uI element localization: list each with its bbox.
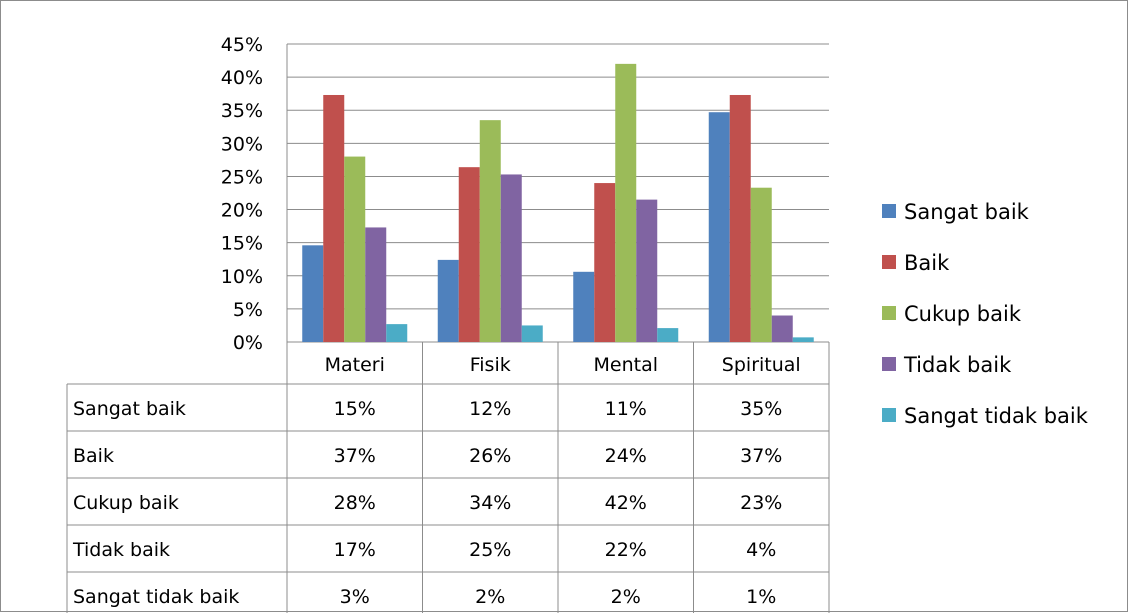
bar-tidak-baik-fisik [500, 174, 522, 342]
category-label-spiritual: Spiritual [722, 354, 801, 376]
table-row-label-baik: Baik [73, 445, 114, 467]
data-label: 3% [340, 586, 370, 608]
y-axis-ticks: 0% 5% 10% 15% 20% 25% 30% 35% 40% 45% [221, 34, 263, 354]
y-tick-label: 35% [221, 100, 263, 122]
bar-cukup-baik-materi [344, 156, 366, 342]
table-row-label-cukup-baik: Cukup baik [73, 492, 179, 514]
y-tick-label: 20% [221, 200, 263, 222]
legend-swatch-tidak-baik [882, 357, 896, 371]
bars [302, 63, 814, 343]
y-tick-label: 0% [233, 332, 263, 354]
bar-baik-fisik [458, 167, 480, 342]
bar-sangat-baik-mental [573, 271, 595, 342]
data-label: 37% [740, 445, 782, 467]
category-label-fisik: Fisik [470, 354, 511, 376]
data-label: 25% [469, 539, 511, 561]
bar-sangat-tidak-baik-materi [386, 324, 408, 342]
data-label: 4% [746, 539, 776, 561]
y-tick-label: 30% [221, 133, 263, 155]
data-label: 2% [611, 586, 641, 608]
data-label: 1% [746, 586, 776, 608]
data-label: 17% [334, 539, 376, 561]
legend-swatch-baik [882, 255, 896, 269]
data-label: 15% [334, 398, 376, 420]
legend-entry-baik: Baik [904, 251, 950, 275]
legend-entry-sangat-baik: Sangat baik [904, 200, 1030, 224]
bar-sangat-tidak-baik-fisik [521, 325, 543, 342]
table-row-label-tidak-baik: Tidak baik [72, 539, 170, 561]
data-label: 12% [469, 398, 511, 420]
y-tick-label: 5% [233, 299, 263, 321]
y-tick-label: 10% [221, 266, 263, 288]
data-label: 24% [605, 445, 647, 467]
bar-sangat-tidak-baik-mental [657, 328, 679, 342]
bar-tidak-baik-materi [365, 227, 387, 342]
y-tick-label: 15% [221, 233, 263, 255]
category-label-mental: Mental [594, 354, 659, 376]
data-table: Materi Fisik Mental Spiritual Sangat baik 15%… [66, 342, 830, 613]
data-label: 37% [334, 445, 376, 467]
bar-cukup-baik-mental [615, 63, 637, 342]
bar-baik-mental [594, 183, 616, 342]
bar-cukup-baik-fisik [479, 120, 501, 343]
bar-sangat-baik-fisik [437, 259, 459, 342]
bar-baik-spiritual [729, 94, 751, 342]
bar-tidak-baik-spiritual [771, 315, 793, 342]
table-row-label-sangat-baik: Sangat baik [73, 398, 186, 420]
legend-swatch-sangat-tidak-baik [882, 408, 896, 422]
data-label: 23% [740, 492, 782, 514]
data-label: 26% [469, 445, 511, 467]
bar-baik-materi [323, 94, 345, 342]
legend-entry-tidak-baik: Tidak baik [903, 353, 1012, 377]
legend-entry-cukup-baik: Cukup baik [904, 302, 1022, 326]
data-label: 34% [469, 492, 511, 514]
data-label: 28% [334, 492, 376, 514]
data-label: 35% [740, 398, 782, 420]
legend-swatch-cukup-baik [882, 306, 896, 320]
data-label: 2% [475, 586, 505, 608]
legend: Sangat baik Baik Cukup baik Tidak baik Sanga… [882, 200, 1089, 428]
category-label-materi: Materi [325, 354, 385, 376]
bar-cukup-baik-spiritual [750, 187, 772, 342]
data-label: 11% [605, 398, 647, 420]
data-label: 42% [605, 492, 647, 514]
bar-sangat-tidak-baik-spiritual [792, 337, 814, 342]
y-tick-label: 25% [221, 166, 263, 188]
y-tick-label: 45% [221, 34, 263, 56]
table-row-label-sangat-tidak-baik: Sangat tidak baik [73, 586, 239, 608]
bar-sangat-baik-spiritual [708, 112, 730, 342]
data-label: 22% [605, 539, 647, 561]
bar-sangat-baik-materi [302, 245, 324, 342]
y-tick-label: 40% [221, 67, 263, 89]
legend-swatch-sangat-baik [882, 204, 896, 218]
legend-entry-sangat-tidak-baik: Sangat tidak baik [904, 404, 1089, 428]
bar-tidak-baik-mental [636, 199, 658, 342]
